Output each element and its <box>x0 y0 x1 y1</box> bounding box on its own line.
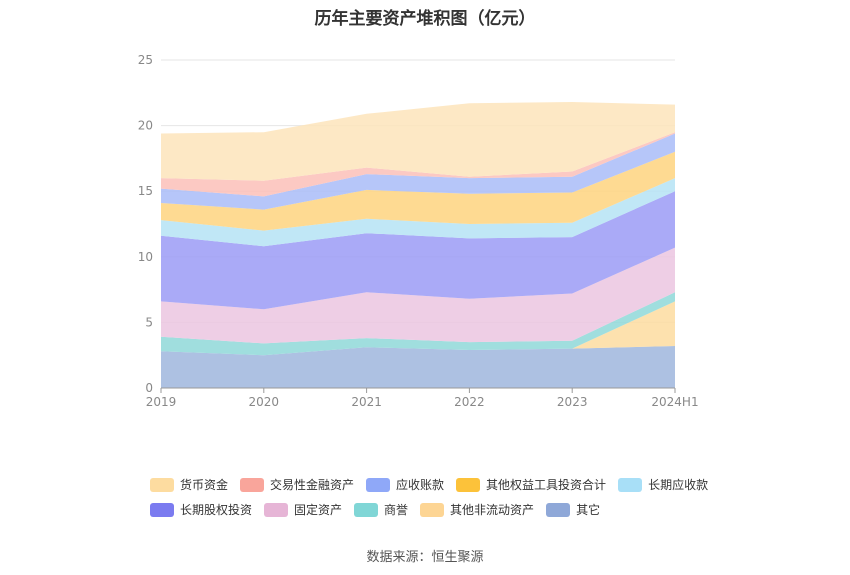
legend-swatch <box>456 477 481 492</box>
legend-label: 货币资金 <box>180 478 229 492</box>
x-tick-label: 2024H1 <box>651 395 698 409</box>
legend-swatch <box>354 502 379 517</box>
area-series-0 <box>161 346 675 388</box>
y-tick-label: 15 <box>138 184 153 198</box>
legend-item[interactable]: 长期股权投资 <box>150 497 252 522</box>
y-tick-label: 0 <box>145 381 153 395</box>
x-tick-label: 2022 <box>454 395 485 409</box>
legend-label: 长期应收款 <box>648 478 709 492</box>
legend-label: 长期股权投资 <box>180 503 253 517</box>
legend-item[interactable]: 交易性金融资产 <box>240 472 354 497</box>
legend-swatch <box>420 502 445 517</box>
legend-swatch <box>546 502 571 517</box>
data-source-note: 数据来源：恒生聚源 <box>366 550 484 565</box>
legend-swatch <box>618 477 643 492</box>
legend-swatch <box>240 477 265 492</box>
legend: 货币资金 交易性金融资产 应收账款 其他权益工具投资合计 长期应收款长期股权投资 固定资产… <box>150 472 730 522</box>
legend-item[interactable]: 商誉 <box>354 497 408 522</box>
legend-item[interactable]: 其它 <box>546 497 600 522</box>
area-series-5 <box>161 178 675 247</box>
legend-item[interactable]: 长期应收款 <box>618 472 708 497</box>
legend-item[interactable]: 固定资产 <box>264 497 342 522</box>
area-series <box>161 102 675 388</box>
axes: 0 5 10 15 20 25 2019 2020 2021 2022 2023 2024H1 <box>138 53 699 409</box>
legend-swatch <box>150 502 174 517</box>
x-tick-label: 2023 <box>557 395 588 409</box>
legend-item[interactable]: 其他非流动资产 <box>420 497 534 522</box>
y-tick-label: 5 <box>145 315 153 329</box>
legend-label: 其他权益工具投资合计 <box>486 478 607 492</box>
area-series-8 <box>161 132 675 197</box>
y-tick-label: 20 <box>138 119 153 133</box>
area-series-2 <box>161 292 675 356</box>
legend-item[interactable]: 货币资金 <box>150 472 228 497</box>
legend-swatch <box>264 502 289 517</box>
legend-label: 固定资产 <box>294 503 343 517</box>
legend-label: 应收账款 <box>396 478 445 492</box>
legend-item[interactable]: 应收账款 <box>366 472 444 497</box>
chart-title: 历年主要资产堆积图（亿元） <box>314 9 536 29</box>
area-series-4 <box>161 191 675 310</box>
area-series-6 <box>161 151 675 231</box>
legend-row: 货币资金 交易性金融资产 应收账款 其他权益工具投资合计 长期应收款 <box>150 472 730 497</box>
legend-label: 商誉 <box>384 503 409 517</box>
legend-label: 交易性金融资产 <box>270 478 355 492</box>
legend-swatch <box>366 477 391 492</box>
legend-label: 其它 <box>576 503 601 517</box>
x-tick-label: 2019 <box>146 395 177 409</box>
area-series-7 <box>161 133 675 210</box>
area-series-9 <box>161 102 675 181</box>
legend-label: 其他非流动资产 <box>450 503 535 517</box>
y-tick-label: 25 <box>138 53 153 67</box>
legend-swatch <box>150 477 174 492</box>
x-tick-label: 2021 <box>351 395 382 409</box>
legend-row: 长期股权投资 固定资产 商誉 其他非流动资产 其它 <box>150 497 730 522</box>
x-tick-label: 2020 <box>249 395 280 409</box>
y-tick-label: 10 <box>138 250 153 264</box>
legend-item[interactable]: 其他权益工具投资合计 <box>456 472 606 497</box>
